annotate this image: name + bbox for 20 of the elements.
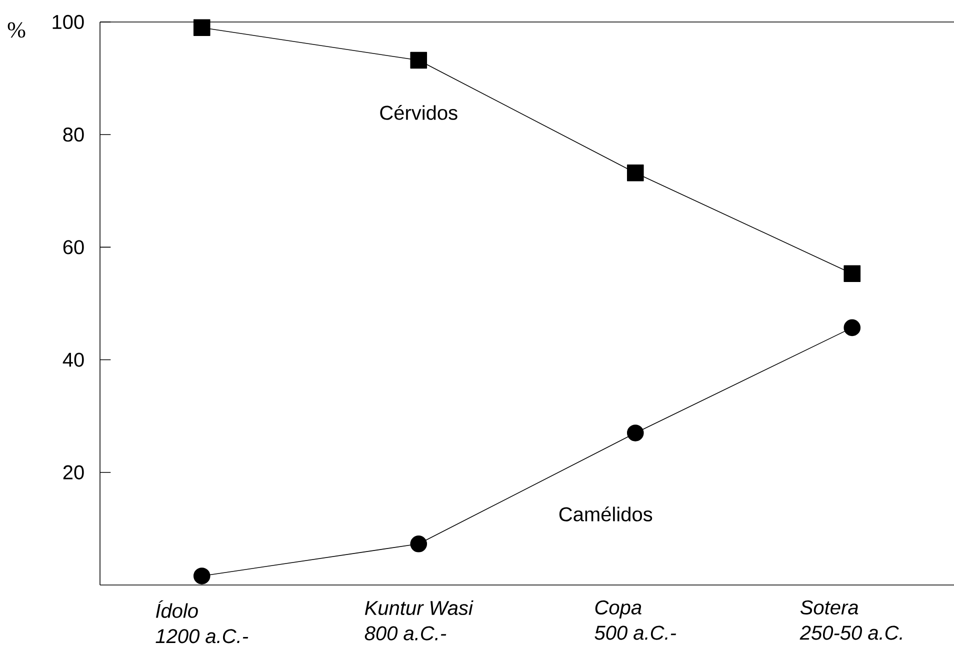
y-tick-label: 40 <box>62 352 84 367</box>
x-tick-label: Copa 500 a.C.- <box>594 600 676 640</box>
y-tick-label: 100 <box>52 14 84 30</box>
x-tick-label: Sotera 250-50 a.C. <box>800 600 902 640</box>
y-tick-label: 20 <box>63 465 84 480</box>
series-label: Cérvidos <box>380 104 458 120</box>
point <box>410 52 428 69</box>
point <box>410 535 428 552</box>
point <box>626 164 644 182</box>
point <box>193 19 210 36</box>
point <box>193 568 210 584</box>
y-axis-title: % <box>8 22 26 38</box>
point <box>626 424 644 442</box>
x-tick-label: Ídolo 1200 a.C.- <box>156 600 248 644</box>
y-tick-label: 60 <box>63 240 84 254</box>
point <box>844 265 861 282</box>
series-label: Camélidos <box>559 506 652 522</box>
point <box>844 319 861 336</box>
x-tick-label: Kuntur Wasi 800 a.C.- <box>364 600 474 640</box>
y-tick-label: 80 <box>63 128 84 142</box>
